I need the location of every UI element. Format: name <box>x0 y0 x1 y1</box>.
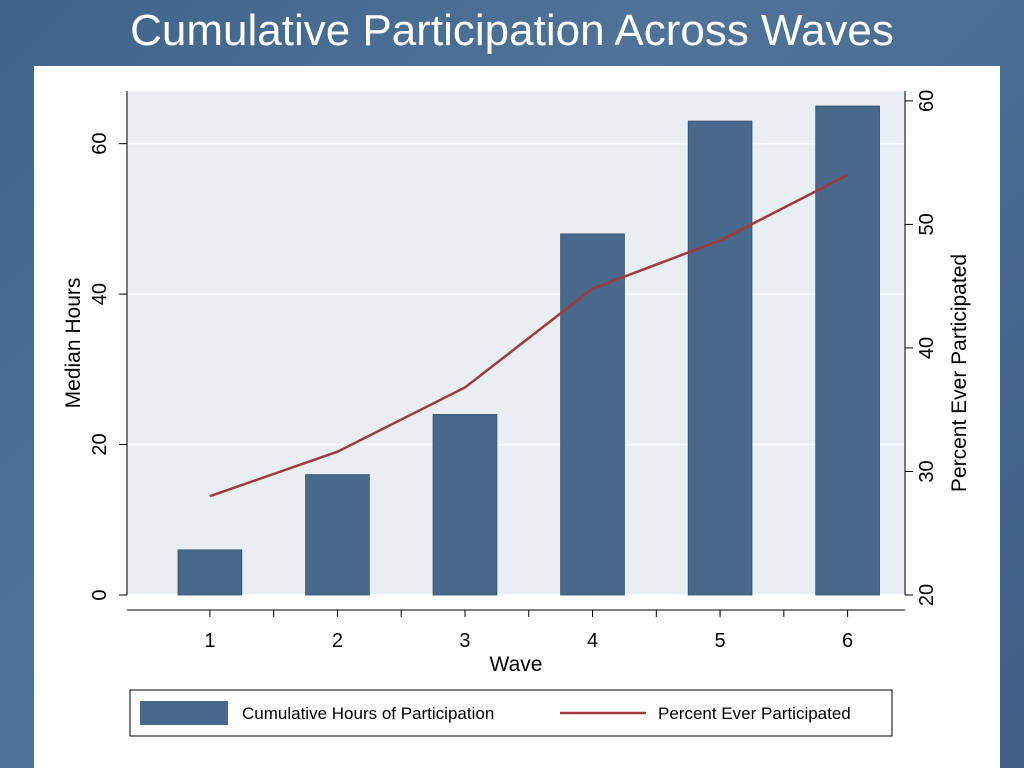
plot-area-background <box>127 91 905 595</box>
bar <box>305 474 370 596</box>
y-right-tick-label: 30 <box>916 460 938 482</box>
legend-box <box>129 689 893 737</box>
x-tick-label: 4 <box>587 630 598 652</box>
bar <box>687 120 753 596</box>
y-right-axis-label: Percent Ever Participated <box>948 254 971 492</box>
chart-panel: 0 20 40 60 20 30 40 50 60 1 2 3 4 5 6 Wave Median Hours P… <box>34 66 1000 768</box>
x-tick-label: 5 <box>715 630 726 652</box>
line-series-percent <box>209 173 849 498</box>
bar <box>560 233 625 596</box>
y-tick-label: 40 <box>89 283 111 305</box>
bar <box>815 105 880 596</box>
legend-swatch-bar <box>140 701 228 725</box>
x-tick-label: 2 <box>332 630 343 652</box>
chart-svg: 0 20 40 60 20 30 40 50 60 1 2 3 4 5 6 Wave Median Hours P… <box>34 66 1000 768</box>
x-tick-label: 3 <box>459 630 470 652</box>
bar <box>177 549 243 596</box>
y-tick-label: 0 <box>89 589 111 600</box>
x-tick-label: 1 <box>204 630 215 652</box>
slide-title: Cumulative Participation Across Waves <box>130 6 894 55</box>
y-axis-label: Median Hours <box>62 278 85 409</box>
legend-label-line: Percent Ever Participated <box>658 704 851 723</box>
legend: Cumulative Hours of Participation Percent… <box>129 689 893 737</box>
bar <box>432 414 498 596</box>
legend-label-bar: Cumulative Hours of Participation <box>242 704 494 723</box>
y-right-tick-label: 40 <box>916 337 938 359</box>
y-right-tick-label: 60 <box>916 90 938 112</box>
y-right-tick-label: 50 <box>916 213 938 235</box>
y-right-tick-label: 20 <box>916 584 938 606</box>
y-tick-label: 20 <box>89 433 111 455</box>
x-tick-label: 6 <box>842 630 853 652</box>
x-axis-label: Wave <box>490 653 543 676</box>
y-tick-label: 60 <box>89 133 111 155</box>
